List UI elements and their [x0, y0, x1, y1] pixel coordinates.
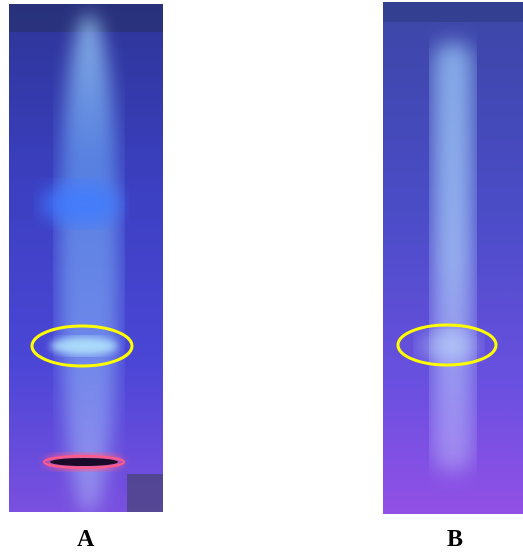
tlc-plate-b [383, 2, 523, 514]
tlc-plate-a [9, 4, 163, 512]
tlc-plate-b-image [383, 2, 523, 514]
panel-label-a: A [77, 526, 95, 552]
highlight-ellipse-b [396, 323, 498, 367]
highlight-ellipse-a [30, 324, 134, 368]
panel-label-b: B [447, 526, 464, 552]
tlc-plate-a-image [9, 4, 163, 512]
origin-spot-a [43, 455, 125, 469]
